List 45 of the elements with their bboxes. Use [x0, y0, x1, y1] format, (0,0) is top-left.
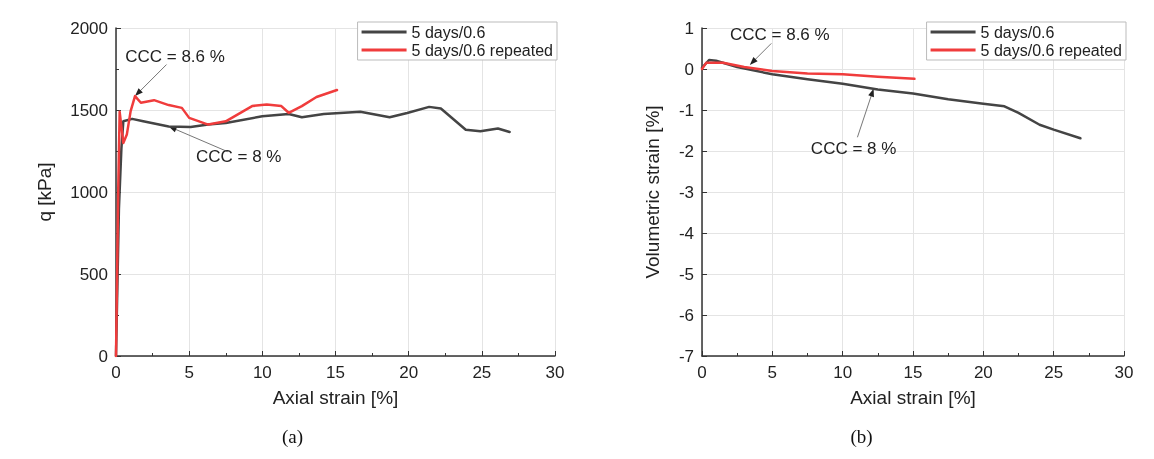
- y-tick-label: 0: [98, 346, 108, 366]
- y-tick-label: 0: [684, 59, 694, 79]
- x-tick-label: 0: [111, 363, 121, 382]
- x-tick-label: 25: [472, 363, 492, 382]
- annotation: CCC = 8 %: [810, 139, 897, 159]
- line-series: [700, 58, 1082, 140]
- y-tick-label: -7: [678, 346, 694, 366]
- y-tick-label: -5: [678, 264, 694, 284]
- y-tick-label: -6: [678, 305, 694, 325]
- y-tick-label: 1: [684, 18, 694, 38]
- x-tick-label: 0: [697, 363, 707, 382]
- annotation: CCC = 8.6 %: [729, 25, 830, 45]
- x-tick-label: 25: [1044, 363, 1064, 382]
- y-axis-title: q [kPa]: [34, 162, 55, 222]
- x-tick-label: 10: [252, 363, 272, 382]
- line-series: [114, 88, 339, 358]
- y-tick-label: 500: [79, 264, 108, 284]
- x-tick-label: 20: [399, 363, 419, 382]
- text: (b): [850, 426, 873, 448]
- y-axis-title: Volumetric strain [%]: [642, 105, 663, 279]
- y-tick-label: 2000: [70, 18, 108, 38]
- x-tick-label: 10: [833, 363, 853, 382]
- x-tick-label: 5: [184, 363, 194, 382]
- annotation: CCC = 8.6 %: [125, 46, 225, 66]
- x-axis-title: Axial strain [%]: [850, 387, 976, 408]
- y-tick-label: -4: [678, 223, 694, 243]
- legend-label: 5 days/0.6: [411, 23, 486, 41]
- x-tick-label: 15: [903, 363, 923, 382]
- y-tick-label: -1: [678, 100, 694, 120]
- legend-label: 5 days/0.6 repeated: [411, 41, 553, 59]
- y-tick-label: 1500: [70, 100, 108, 120]
- x-tick-label: 30: [545, 363, 565, 382]
- line-series: [700, 61, 916, 81]
- annotation: CCC = 8 %: [195, 146, 282, 166]
- legend-label: 5 days/0.6: [980, 23, 1055, 41]
- x-tick-label: 30: [1114, 363, 1134, 382]
- x-axis-title: Axial strain [%]: [272, 387, 399, 408]
- x-tick-label: 15: [326, 363, 345, 382]
- y-tick-label: -3: [678, 182, 694, 202]
- x-tick-label: 20: [973, 363, 993, 382]
- text: (a): [281, 426, 304, 448]
- legend-label: 5 days/0.6 repeated: [980, 41, 1122, 59]
- x-tick-label: 5: [767, 363, 778, 382]
- y-tick-label: -2: [678, 141, 694, 161]
- y-tick-label: 1000: [70, 182, 108, 202]
